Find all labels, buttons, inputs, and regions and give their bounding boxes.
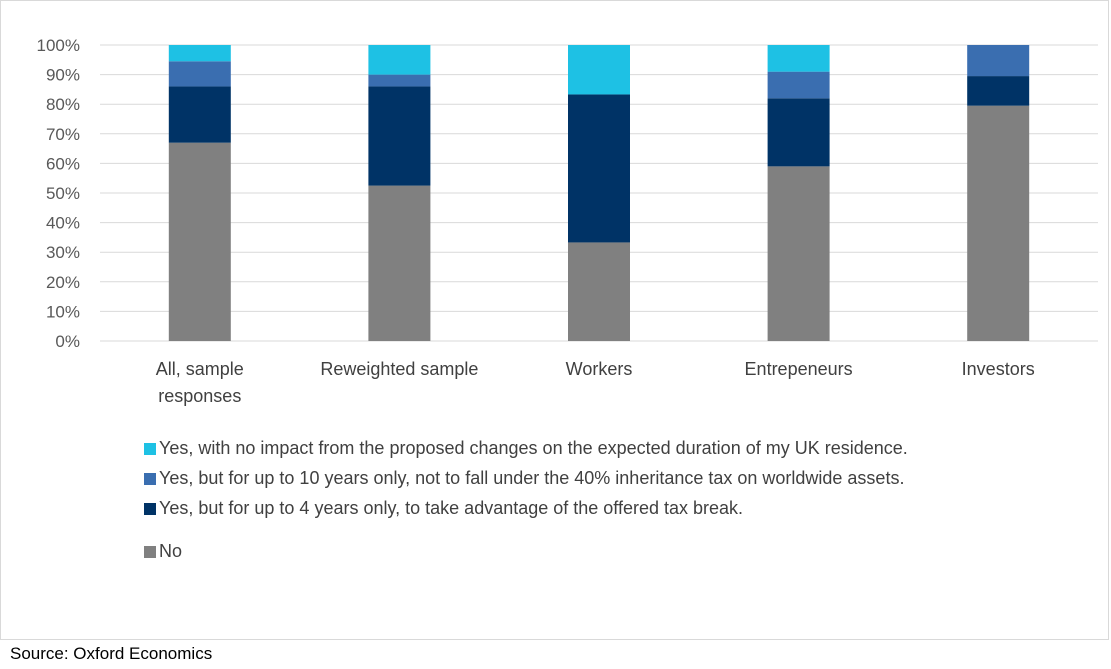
legend-item-2: Yes, but for up to 10 years only, not to… (144, 466, 1014, 491)
y-tick-label: 60% (46, 154, 80, 173)
bar-segment (168, 142, 231, 341)
y-tick-label: 20% (46, 273, 80, 292)
y-tick-label: 10% (46, 302, 80, 321)
bar-segment (767, 71, 830, 99)
bar-segment (368, 86, 431, 186)
bar-segment (368, 185, 431, 341)
legend-label-3: Yes, but for up to 4 years only, to take… (159, 498, 744, 518)
legend-swatch-3 (144, 503, 156, 515)
bar-segment (967, 105, 1030, 342)
bar-segment (368, 74, 431, 87)
chart-frame (0, 0, 1109, 640)
legend-item-3: Yes, but for up to 4 years only, to take… (144, 496, 1014, 521)
source-note: Source: Oxford Economics (10, 644, 213, 663)
y-tick-label: 90% (46, 66, 80, 85)
x-tick-label: Workers (566, 359, 633, 379)
legend-swatch-4 (144, 546, 156, 558)
legend-item-1: Yes, with no impact from the proposed ch… (144, 436, 1014, 461)
y-tick-label: 0% (55, 332, 80, 351)
x-axis-ticks: All, sample responses Reweighted sample Wor… (156, 359, 1035, 406)
y-tick-label: 30% (46, 243, 80, 262)
legend: Yes, with no impact from the proposed ch… (144, 436, 1014, 564)
stacked-bar-chart: 0% 10% 20% 30% 40% 50% 60% 70% 80% 90% 100% All, s… (37, 36, 1098, 406)
x-tick-label: responses (158, 386, 241, 406)
bar-segment (967, 45, 1030, 77)
bar-segment (568, 94, 630, 243)
x-tick-label: All, sample (156, 359, 244, 379)
bar-segment (967, 76, 1030, 106)
x-tick-label: Reweighted sample (320, 359, 478, 379)
legend-label-4: No (159, 541, 183, 561)
y-tick-label: 40% (46, 214, 80, 233)
y-tick-label: 50% (46, 184, 80, 203)
bar-segment (168, 45, 231, 62)
bars (168, 45, 1030, 342)
bar-segment (168, 61, 231, 87)
bar-segment (767, 98, 830, 167)
bar-segment (568, 45, 630, 95)
bar-segment (767, 166, 830, 341)
x-tick-label: Entrepeneurs (745, 359, 853, 379)
y-tick-label: 70% (46, 125, 80, 144)
legend-label-1: Yes, with no impact from the proposed ch… (159, 438, 908, 458)
y-tick-label: 80% (46, 95, 80, 114)
y-axis-ticks: 0% 10% 20% 30% 40% 50% 60% 70% 80% 90% 100% (37, 36, 80, 351)
legend-item-4: No (144, 539, 1014, 564)
legend-swatch-2 (144, 473, 156, 485)
y-tick-label: 100% (37, 36, 80, 55)
x-tick-label: Investors (962, 359, 1035, 379)
bar-segment (368, 45, 431, 75)
bar-segment (767, 45, 830, 72)
bar-segment (568, 242, 630, 341)
legend-label-2: Yes, but for up to 10 years only, not to… (159, 468, 905, 488)
legend-swatch-1 (144, 443, 156, 455)
bar-segment (168, 86, 231, 143)
